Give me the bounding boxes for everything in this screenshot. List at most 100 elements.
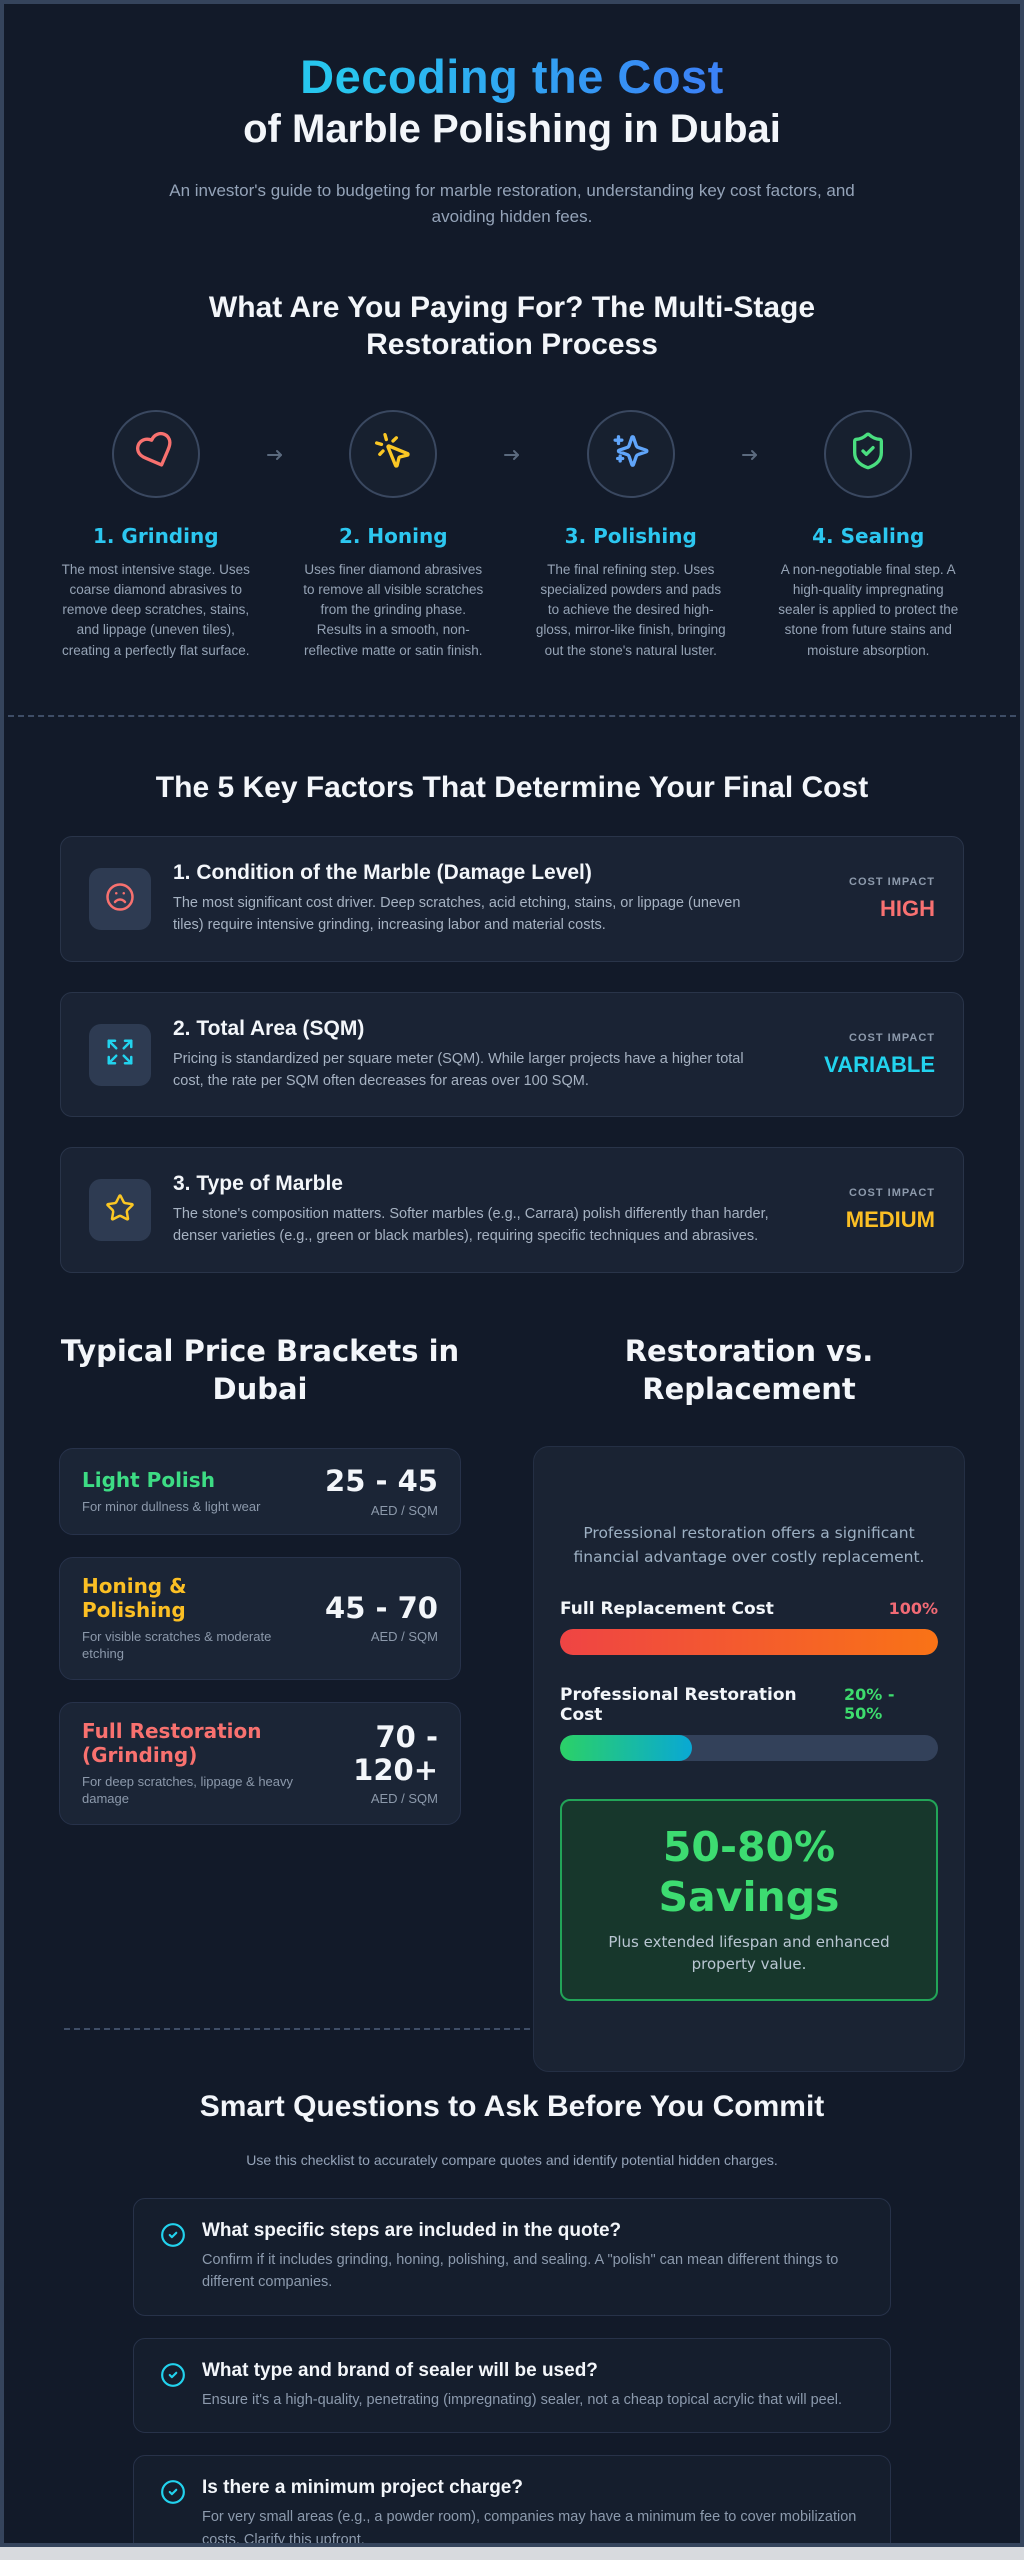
pricing-column: Typical Price Brackets in Dubai Light Po… (59, 1333, 461, 2072)
factor-cards: 1. Condition of the Marble (Damage Level… (60, 836, 964, 1273)
process-steps: 1. Grinding The most intensive stage. Us… (60, 409, 965, 661)
factor-desc: Pricing is standardized per square meter… (173, 1050, 744, 1089)
factor-desc: The stone's composition matters. Softer … (173, 1206, 769, 1245)
factor-icon-box (89, 868, 151, 931)
check-circle-icon (160, 2360, 186, 2393)
restoration-bar-fill (560, 1735, 693, 1762)
question-desc: Confirm if it includes grinding, honing,… (202, 2251, 839, 2291)
process-step-polishing: 3. Polishing The final refining step. Us… (535, 409, 727, 661)
questions-section: Smart Questions to Ask Before You Commit… (4, 2088, 1020, 2543)
price-unit: AED / SQM (370, 1629, 438, 1645)
price-tier-desc: For visible scratches & moderate etching (82, 1628, 272, 1662)
step-desc: The final refining step. Uses specialize… (535, 561, 726, 658)
price-card-full-restoration: Full Restoration (Grinding) For deep scr… (59, 1701, 461, 1825)
section-divider (8, 714, 1016, 717)
price-unit: AED / SQM (370, 1502, 438, 1518)
shield-check-icon (848, 431, 888, 476)
question-title: Is there a minimum project charge? (202, 2477, 523, 2499)
question-card: Is there a minimum project charge? For v… (133, 2455, 891, 2543)
process-section: What Are You Paying For? The Multi-Stage… (4, 289, 1020, 661)
step-desc: The most intensive stage. Uses coarse di… (61, 561, 250, 658)
step-title: 3. Polishing (564, 523, 697, 548)
factor-card-marble-type: 3. Type of Marble The stone's compositio… (60, 1147, 964, 1273)
pricing-comparison-section: Typical Price Brackets in Dubai Light Po… (4, 1333, 1020, 2073)
replacement-bar-track (560, 1629, 938, 1656)
frown-face-icon (105, 882, 135, 917)
price-tier-desc: For minor dullness & light wear (82, 1498, 261, 1514)
header-subtitle: An investor's guide to budgeting for mar… (169, 181, 855, 227)
savings-value: 50-80% (662, 1823, 836, 1872)
process-step-honing: 2. Honing Uses finer diamond abrasives t… (298, 409, 490, 661)
bar-value: 100% (888, 1599, 938, 1619)
price-unit: AED / SQM (370, 1791, 438, 1807)
section-divider (64, 2028, 960, 2031)
price-card-honing-polishing: Honing & Polishing For visible scratches… (59, 1556, 461, 1680)
factors-section: The 5 Key Factors That Determine Your Fi… (4, 769, 1020, 1273)
check-circle-icon (160, 2477, 186, 2510)
question-title: What type and brand of sealer will be us… (202, 2359, 598, 2381)
factor-card-area: 2. Total Area (SQM) Pricing is standardi… (60, 991, 964, 1118)
price-cards: Light Polish For minor dullness & light … (59, 1448, 461, 1825)
replacement-bar-fill (560, 1629, 938, 1656)
price-range: 70 - 120+ (353, 1719, 438, 1787)
question-card: What type and brand of sealer will be us… (133, 2337, 891, 2434)
process-heading: What Are You Paying For? The Multi-Stage… (208, 290, 816, 362)
factor-title: 1. Condition of the Marble (Damage Level… (173, 861, 592, 885)
question-cards: What specific steps are included in the … (60, 2197, 964, 2543)
savings-box: 50-80% Savings Plus extended lifespan an… (560, 1799, 938, 2002)
factor-title: 2. Total Area (SQM) (173, 1016, 365, 1040)
comparison-column: Restoration vs. Replacement Professional… (533, 1333, 965, 2073)
step-circle (586, 409, 675, 498)
factor-card-condition: 1. Condition of the Marble (Damage Level… (60, 836, 964, 962)
restoration-bar-track (560, 1735, 938, 1762)
price-tier-name: Light Polish (82, 1467, 215, 1492)
price-tier-name: Full Restoration (Grinding) (82, 1718, 262, 1767)
factor-title: 3. Type of Marble (173, 1172, 343, 1196)
arrow-right-icon (497, 410, 527, 467)
process-step-sealing: 4. Sealing A non-negotiable final step. … (773, 409, 965, 661)
main-title: of Marble Polishing in Dubai (243, 107, 781, 152)
cost-impact-value: VARIABLE (824, 1051, 935, 1077)
cost-impact-label: COST IMPACT (849, 1031, 935, 1044)
price-range: 45 - 70 (325, 1591, 438, 1626)
price-card-light-polish: Light Polish For minor dullness & light … (59, 1448, 461, 1535)
comparison-card: Professional restoration offers a signif… (533, 1446, 965, 2073)
step-title: 2. Honing (338, 523, 448, 548)
step-circle (111, 409, 200, 498)
savings-note: Plus extended lifespan and enhanced prop… (608, 1932, 890, 1973)
questions-subtitle: Use this checklist to accurately compare… (246, 2151, 778, 2168)
question-desc: Ensure it's a high-quality, penetrating … (202, 2391, 843, 2408)
factors-heading: The 5 Key Factors That Determine Your Fi… (155, 770, 869, 804)
cost-impact-label: COST IMPACT (849, 876, 935, 889)
step-title: 4. Sealing (812, 523, 925, 548)
arrow-right-icon (735, 410, 765, 467)
questions-heading: Smart Questions to Ask Before You Commit (199, 2090, 825, 2124)
price-tier-desc: For deep scratches, lippage & heavy dama… (82, 1773, 294, 1807)
step-title: 1. Grinding (92, 523, 219, 548)
question-title: What specific steps are included in the … (202, 2219, 622, 2241)
arrow-right-icon (260, 410, 290, 467)
price-tier-name: Honing & Polishing (82, 1573, 187, 1622)
step-desc: A non-negotiable final step. A high-qual… (778, 561, 959, 658)
comparison-intro: Professional restoration offers a signif… (573, 1524, 925, 1567)
price-range: 25 - 45 (325, 1464, 438, 1499)
main-title-accent: Decoding the Cost (300, 50, 724, 103)
cracked-heart-icon (135, 431, 176, 476)
factor-icon-box (89, 1023, 151, 1086)
step-desc: Uses finer diamond abrasives to remove a… (303, 561, 484, 658)
comparison-heading: Restoration vs. Replacement (624, 1333, 874, 1406)
check-circle-icon (160, 2220, 186, 2253)
bar-value: 20% - 50% (843, 1685, 895, 1724)
mouse-pointer-click-icon (373, 431, 413, 476)
cost-impact-value: MEDIUM (845, 1207, 935, 1233)
pricing-heading: Typical Price Brackets in Dubai (60, 1333, 460, 1406)
question-card: What specific steps are included in the … (133, 2197, 891, 2316)
star-icon (105, 1193, 135, 1228)
bar-label: Full Replacement Cost (560, 1599, 774, 1620)
header: Decoding the Cost of Marble Polishing in… (4, 4, 1020, 231)
factor-desc: The most significant cost driver. Deep s… (173, 895, 741, 934)
cost-impact-value: HIGH (880, 896, 935, 922)
cost-impact-label: COST IMPACT (849, 1187, 935, 1200)
bar-label: Professional Restoration Cost (560, 1685, 797, 1726)
